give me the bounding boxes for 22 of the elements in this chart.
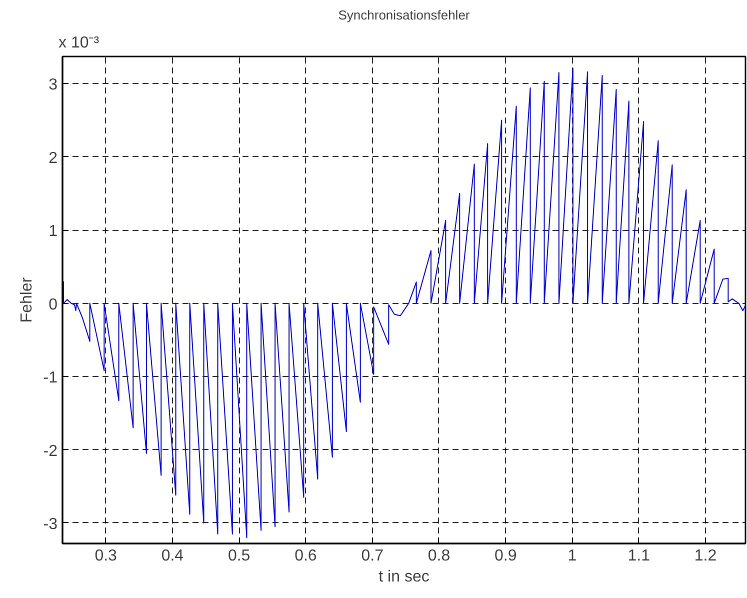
y-tick-label: 0 (48, 296, 58, 314)
x-tick-label: 0.3 (94, 548, 118, 564)
chart-title: Synchronisationsfehler (338, 8, 470, 22)
x-tick-label: 1.1 (628, 548, 650, 564)
y-tick-label: 1 (48, 223, 58, 240)
x-tick-label: 0.4 (161, 548, 184, 564)
y-tick-label: -1 (43, 370, 58, 387)
text: x 10⁻³ (58, 34, 100, 52)
x-tick-label: 0.6 (294, 548, 317, 564)
line-series (63, 68, 746, 538)
x-tick-label: 1 (568, 548, 577, 564)
y-tick-label: 3 (48, 76, 58, 94)
y-tick-label: -3 (43, 516, 58, 533)
x-tick-label: 0.5 (228, 548, 250, 564)
x-tick-label: 0.7 (361, 548, 384, 564)
x-tick-label: 0.8 (428, 548, 450, 564)
y-tick-label: -2 (43, 442, 58, 460)
x-axis-title: t in sec (378, 568, 430, 586)
y-tick-label: 2 (48, 150, 58, 167)
x-tick-label: 1.2 (694, 548, 717, 564)
x-tick-label: 0.9 (494, 548, 517, 564)
y-axis-title: Fehler (18, 276, 36, 323)
